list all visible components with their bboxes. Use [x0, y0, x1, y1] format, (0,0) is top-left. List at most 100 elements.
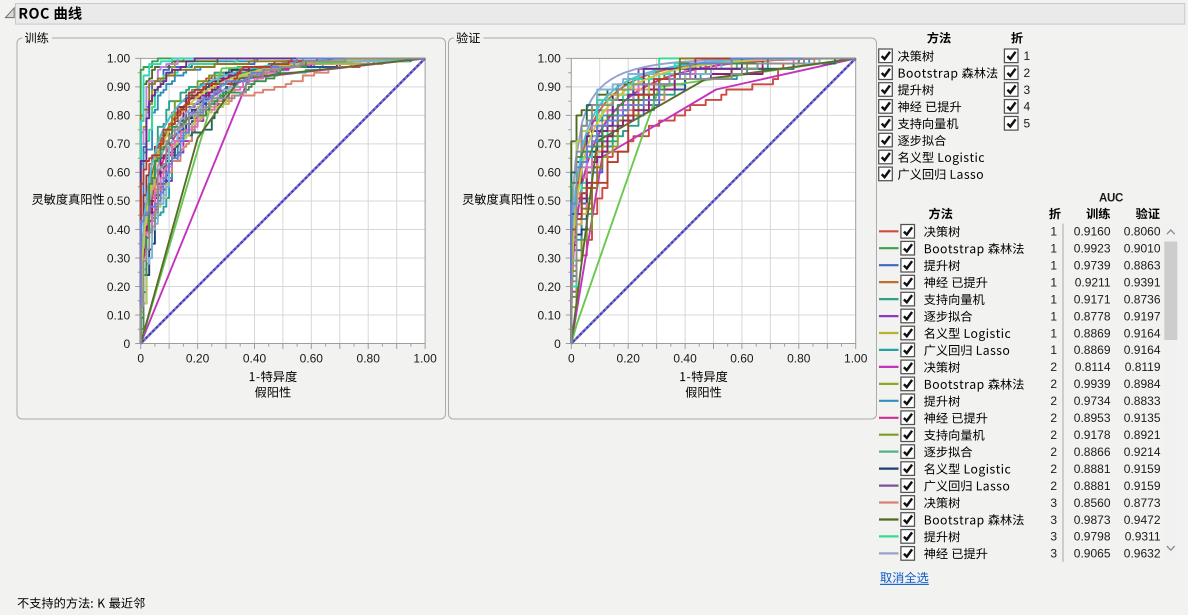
svg-text:0.9472: 0.9472 — [1124, 513, 1161, 527]
svg-text:3: 3 — [1024, 83, 1031, 97]
svg-text:4: 4 — [1024, 100, 1031, 114]
svg-text:0.9159: 0.9159 — [1124, 479, 1161, 493]
svg-text:0.20: 0.20 — [537, 280, 561, 294]
svg-text:0.9739: 0.9739 — [1074, 259, 1111, 273]
svg-text:0.60: 0.60 — [300, 352, 324, 366]
svg-text:0.9065: 0.9065 — [1074, 547, 1111, 561]
svg-text:0: 0 — [124, 337, 131, 351]
svg-text:0.9798: 0.9798 — [1074, 530, 1111, 544]
svg-text:0.80: 0.80 — [357, 352, 381, 366]
svg-text:1: 1 — [1050, 242, 1057, 256]
svg-text:3: 3 — [1050, 513, 1057, 527]
svg-text:0.20: 0.20 — [107, 280, 131, 294]
svg-text:0.8773: 0.8773 — [1124, 496, 1161, 510]
svg-text:0.9160: 0.9160 — [1074, 225, 1111, 239]
svg-text:0.8866: 0.8866 — [1074, 445, 1111, 459]
svg-text:0.8984: 0.8984 — [1124, 377, 1161, 391]
svg-text:0.9164: 0.9164 — [1124, 326, 1161, 340]
svg-text:0.9197: 0.9197 — [1124, 309, 1161, 323]
svg-text:0.70: 0.70 — [107, 137, 131, 151]
svg-text:2: 2 — [1050, 411, 1057, 425]
svg-text:1: 1 — [1024, 49, 1031, 63]
svg-text:0.40: 0.40 — [537, 223, 561, 237]
svg-text:0.9178: 0.9178 — [1074, 428, 1111, 442]
svg-text:1: 1 — [1050, 292, 1057, 306]
svg-text:0.9734: 0.9734 — [1074, 394, 1111, 408]
svg-text:2: 2 — [1050, 360, 1057, 374]
svg-text:0.70: 0.70 — [537, 137, 561, 151]
svg-text:0.9010: 0.9010 — [1124, 242, 1161, 256]
svg-text:0.9211: 0.9211 — [1075, 275, 1111, 289]
svg-text:2: 2 — [1050, 445, 1057, 459]
svg-text:0.9135: 0.9135 — [1124, 411, 1161, 425]
svg-text:0.8778: 0.8778 — [1074, 309, 1111, 323]
svg-text:2: 2 — [1050, 479, 1057, 493]
svg-text:2: 2 — [1050, 377, 1057, 391]
svg-text:0.8833: 0.8833 — [1124, 394, 1161, 408]
svg-text:2: 2 — [1050, 462, 1057, 476]
svg-text:0.60: 0.60 — [107, 166, 131, 180]
svg-text:0.8560: 0.8560 — [1074, 496, 1111, 510]
svg-text:0.9171: 0.9171 — [1074, 292, 1111, 306]
svg-text:3: 3 — [1050, 547, 1057, 561]
svg-text:0.50: 0.50 — [537, 194, 561, 208]
svg-text:0: 0 — [137, 352, 144, 366]
svg-text:3: 3 — [1050, 496, 1057, 510]
svg-text:0.8736: 0.8736 — [1124, 292, 1161, 306]
svg-text:1: 1 — [1050, 343, 1057, 357]
svg-text:0.9164: 0.9164 — [1124, 343, 1161, 357]
svg-text:1: 1 — [1050, 275, 1057, 289]
svg-text:0.10: 0.10 — [107, 308, 131, 322]
svg-text:0.8060: 0.8060 — [1124, 225, 1161, 239]
svg-text:0.30: 0.30 — [537, 251, 561, 265]
svg-text:1.00: 1.00 — [107, 52, 131, 66]
svg-text:0: 0 — [554, 337, 561, 351]
svg-text:0.9923: 0.9923 — [1074, 242, 1111, 256]
svg-text:0.9214: 0.9214 — [1124, 445, 1161, 459]
svg-text:1: 1 — [1050, 326, 1057, 340]
svg-text:0.30: 0.30 — [107, 251, 131, 265]
svg-text:0.8921: 0.8921 — [1124, 428, 1161, 442]
svg-text:0.8881: 0.8881 — [1074, 462, 1111, 476]
svg-text:2: 2 — [1050, 394, 1057, 408]
svg-text:0.9939: 0.9939 — [1074, 377, 1111, 391]
svg-text:1.00: 1.00 — [844, 352, 868, 366]
svg-text:0.8114: 0.8114 — [1075, 360, 1111, 374]
svg-text:0.8863: 0.8863 — [1124, 259, 1161, 273]
svg-text:0.9873: 0.9873 — [1074, 513, 1111, 527]
svg-text:0.9159: 0.9159 — [1124, 462, 1161, 476]
svg-text:0.20: 0.20 — [186, 352, 210, 366]
svg-text:0.40: 0.40 — [673, 352, 697, 366]
svg-text:0.60: 0.60 — [537, 166, 561, 180]
svg-text:3: 3 — [1050, 530, 1057, 544]
svg-text:1: 1 — [1050, 225, 1057, 239]
svg-text:0.80: 0.80 — [107, 109, 131, 123]
svg-text:0.10: 0.10 — [537, 308, 561, 322]
svg-text:1: 1 — [1050, 259, 1057, 273]
svg-text:2: 2 — [1050, 428, 1057, 442]
svg-text:0.9391: 0.9391 — [1124, 275, 1161, 289]
svg-text:0.40: 0.40 — [107, 223, 131, 237]
svg-text:1.00: 1.00 — [413, 352, 437, 366]
svg-text:0.9311: 0.9311 — [1125, 530, 1161, 544]
svg-text:0.8869: 0.8869 — [1074, 343, 1111, 357]
svg-text:0.80: 0.80 — [537, 109, 561, 123]
svg-text:0.8869: 0.8869 — [1074, 326, 1111, 340]
svg-text:1: 1 — [1050, 309, 1057, 323]
svg-text:AUC: AUC — [1099, 193, 1123, 205]
svg-text:5: 5 — [1024, 117, 1031, 131]
svg-text:0.8953: 0.8953 — [1074, 411, 1111, 425]
svg-text:0.90: 0.90 — [107, 80, 131, 94]
svg-text:0.8119: 0.8119 — [1125, 360, 1161, 374]
svg-text:0.9632: 0.9632 — [1124, 547, 1161, 561]
svg-text:0.60: 0.60 — [730, 352, 754, 366]
svg-text:0.80: 0.80 — [787, 352, 811, 366]
svg-text:2: 2 — [1024, 66, 1031, 80]
svg-text:0: 0 — [568, 352, 575, 366]
svg-text:0.90: 0.90 — [537, 80, 561, 94]
svg-text:0.8881: 0.8881 — [1074, 479, 1111, 493]
svg-text:0.40: 0.40 — [243, 352, 267, 366]
svg-text:1.00: 1.00 — [537, 52, 561, 66]
svg-text:0.20: 0.20 — [617, 352, 641, 366]
svg-text:0.50: 0.50 — [107, 194, 131, 208]
